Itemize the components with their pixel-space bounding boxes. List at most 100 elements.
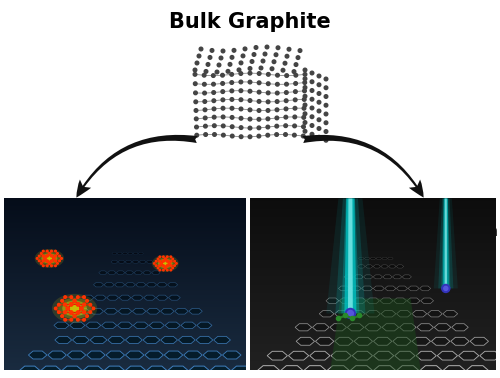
Polygon shape [330, 299, 420, 370]
Circle shape [266, 133, 270, 137]
Circle shape [239, 98, 243, 102]
Circle shape [64, 296, 66, 298]
Circle shape [444, 287, 448, 290]
Circle shape [284, 133, 288, 136]
Circle shape [212, 124, 216, 127]
Circle shape [324, 95, 328, 98]
Circle shape [294, 82, 298, 85]
Circle shape [162, 265, 164, 267]
Polygon shape [353, 298, 366, 304]
Polygon shape [392, 275, 402, 279]
Polygon shape [432, 337, 450, 345]
Circle shape [310, 71, 314, 75]
Circle shape [220, 73, 224, 77]
Circle shape [76, 319, 79, 321]
Circle shape [156, 265, 157, 266]
FancyArrowPatch shape [302, 135, 424, 198]
Circle shape [221, 90, 224, 93]
Polygon shape [374, 366, 396, 375]
Circle shape [38, 260, 40, 262]
Circle shape [194, 100, 198, 104]
Circle shape [170, 265, 172, 266]
Circle shape [46, 250, 48, 252]
Circle shape [232, 48, 236, 52]
Circle shape [50, 260, 52, 262]
Circle shape [239, 107, 243, 111]
Circle shape [248, 99, 252, 102]
Circle shape [195, 61, 199, 65]
Polygon shape [138, 253, 143, 254]
Circle shape [221, 107, 225, 110]
Circle shape [346, 308, 356, 318]
Circle shape [162, 265, 164, 266]
Circle shape [76, 303, 79, 306]
Polygon shape [362, 286, 372, 291]
Circle shape [266, 117, 270, 121]
Circle shape [159, 265, 160, 266]
Circle shape [261, 59, 265, 63]
Polygon shape [443, 198, 449, 288]
Circle shape [302, 89, 306, 93]
Circle shape [239, 72, 242, 75]
Circle shape [159, 260, 160, 262]
Circle shape [208, 56, 212, 59]
Polygon shape [326, 298, 339, 304]
Circle shape [46, 255, 48, 257]
Circle shape [298, 49, 302, 53]
Circle shape [164, 267, 166, 269]
Circle shape [239, 61, 243, 65]
Polygon shape [382, 257, 388, 260]
Circle shape [73, 299, 76, 302]
Circle shape [170, 260, 172, 262]
Circle shape [58, 311, 60, 313]
Circle shape [194, 108, 198, 112]
Circle shape [48, 253, 50, 254]
Polygon shape [412, 311, 427, 317]
Circle shape [166, 256, 168, 257]
Polygon shape [304, 366, 326, 375]
Polygon shape [90, 308, 104, 314]
Polygon shape [442, 198, 450, 288]
Ellipse shape [52, 294, 97, 323]
Polygon shape [98, 271, 107, 274]
Circle shape [202, 73, 206, 77]
Ellipse shape [68, 303, 82, 313]
Circle shape [302, 125, 306, 129]
Circle shape [303, 68, 307, 72]
Circle shape [70, 303, 73, 306]
Circle shape [54, 260, 56, 262]
Polygon shape [382, 324, 398, 331]
Circle shape [266, 73, 270, 76]
Circle shape [303, 112, 307, 116]
Circle shape [212, 91, 216, 94]
Polygon shape [126, 336, 142, 344]
Circle shape [237, 68, 241, 72]
Circle shape [83, 311, 86, 313]
Circle shape [76, 296, 79, 298]
Circle shape [219, 56, 223, 60]
Ellipse shape [158, 259, 172, 268]
Circle shape [64, 304, 66, 306]
Circle shape [324, 130, 328, 133]
Polygon shape [288, 351, 308, 360]
Circle shape [168, 263, 170, 264]
Circle shape [160, 263, 162, 264]
Ellipse shape [38, 252, 60, 265]
Circle shape [42, 255, 44, 257]
Polygon shape [20, 366, 40, 375]
Polygon shape [149, 322, 164, 328]
Circle shape [89, 304, 92, 306]
Polygon shape [312, 324, 329, 331]
Circle shape [193, 73, 197, 76]
Polygon shape [160, 336, 178, 344]
Circle shape [230, 73, 234, 76]
Ellipse shape [44, 255, 54, 262]
Circle shape [76, 303, 80, 306]
Polygon shape [381, 265, 388, 268]
Circle shape [239, 89, 242, 93]
Circle shape [284, 82, 288, 86]
Circle shape [166, 260, 168, 262]
Circle shape [317, 74, 321, 78]
Circle shape [61, 315, 64, 318]
Polygon shape [373, 275, 382, 279]
